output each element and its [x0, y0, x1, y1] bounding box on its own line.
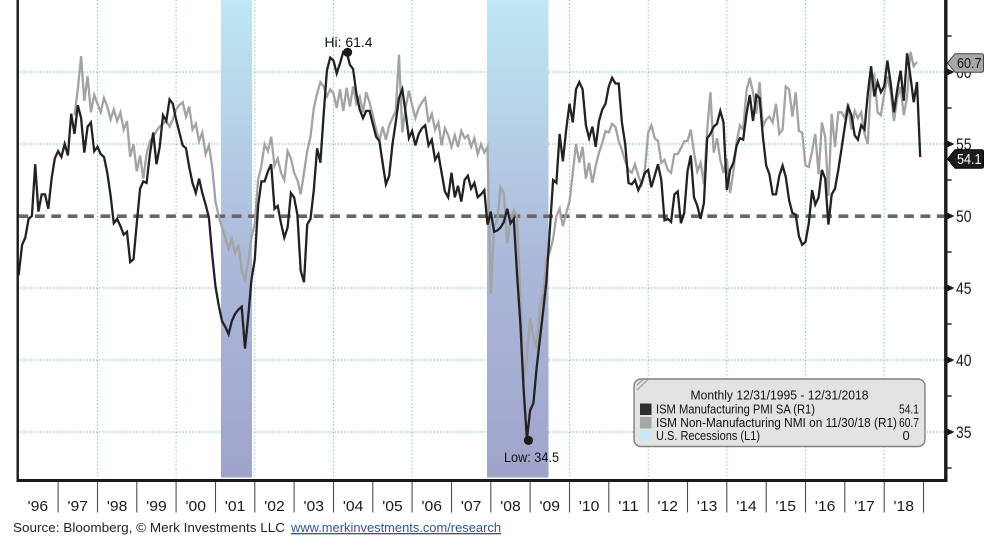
svg-text:'04: '04	[343, 498, 364, 515]
svg-text:'15: '15	[776, 498, 797, 515]
svg-text:'18: '18	[894, 498, 915, 515]
svg-text:'06: '06	[422, 498, 443, 515]
svg-text:'16: '16	[815, 498, 836, 515]
svg-text:40: 40	[956, 352, 972, 370]
svg-text:'05: '05	[382, 498, 403, 515]
svg-text:U.S. Recessions (L1): U.S. Recessions (L1)	[656, 428, 760, 443]
svg-text:60.7: 60.7	[957, 55, 982, 72]
svg-text:'10: '10	[579, 498, 600, 515]
svg-text:'03: '03	[304, 498, 325, 515]
svg-text:50: 50	[956, 208, 972, 226]
svg-text:ISM Non-Manufacturing NMI on 1: ISM Non-Manufacturing NMI on 11/30/18 (R…	[656, 415, 897, 430]
svg-text:Low: 34.5: Low: 34.5	[504, 449, 559, 465]
svg-text:'98: '98	[107, 498, 128, 515]
svg-text:'01: '01	[225, 498, 246, 515]
svg-text:60.7: 60.7	[899, 415, 919, 430]
svg-text:'08: '08	[500, 498, 521, 515]
svg-text:Hi: 61.4: Hi: 61.4	[325, 34, 373, 50]
svg-text:'12: '12	[658, 498, 679, 515]
svg-text:'09: '09	[540, 498, 561, 515]
svg-text:54.1: 54.1	[899, 402, 919, 417]
svg-text:'02: '02	[264, 498, 285, 515]
svg-text:0: 0	[903, 428, 910, 443]
svg-text:www.merkinvestments.com/resear: www.merkinvestments.com/research	[290, 520, 501, 535]
svg-text:'17: '17	[854, 498, 875, 515]
svg-text:Monthly 12/31/1995 - 12/31/201: Monthly 12/31/1995 - 12/31/2018	[691, 388, 869, 403]
svg-text:'07: '07	[461, 498, 482, 515]
svg-text:'14: '14	[736, 498, 757, 515]
svg-text:45: 45	[956, 280, 972, 298]
svg-text:'97: '97	[68, 498, 89, 515]
svg-text:Source: Bloomberg, © Merk Inve: Source: Bloomberg, © Merk Investments LL…	[13, 520, 285, 535]
svg-text:'13: '13	[697, 498, 718, 515]
svg-text:'99: '99	[146, 498, 167, 515]
svg-text:'00: '00	[186, 498, 207, 515]
svg-text:'11: '11	[618, 498, 639, 515]
svg-text:'96: '96	[28, 498, 49, 515]
svg-text:ISM Manufacturing PMI SA (R1): ISM Manufacturing PMI SA (R1)	[656, 402, 815, 417]
svg-text:54.1: 54.1	[957, 151, 982, 168]
svg-text:35: 35	[956, 424, 972, 442]
